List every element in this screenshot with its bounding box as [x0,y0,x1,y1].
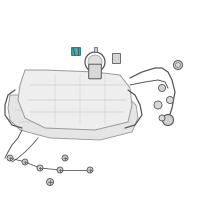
Circle shape [154,101,162,109]
Circle shape [174,60,182,70]
Polygon shape [8,92,138,140]
Circle shape [62,155,68,161]
Circle shape [159,115,165,121]
Circle shape [87,167,93,173]
Circle shape [37,165,43,171]
Circle shape [7,155,13,161]
Circle shape [46,178,54,186]
Circle shape [166,97,174,104]
FancyBboxPatch shape [72,48,80,55]
Circle shape [88,55,102,69]
Bar [94,47,96,52]
Circle shape [57,167,63,173]
Circle shape [22,159,28,165]
Circle shape [158,84,166,92]
Polygon shape [18,70,132,130]
Circle shape [162,114,174,126]
FancyBboxPatch shape [112,53,120,64]
FancyBboxPatch shape [89,64,101,79]
